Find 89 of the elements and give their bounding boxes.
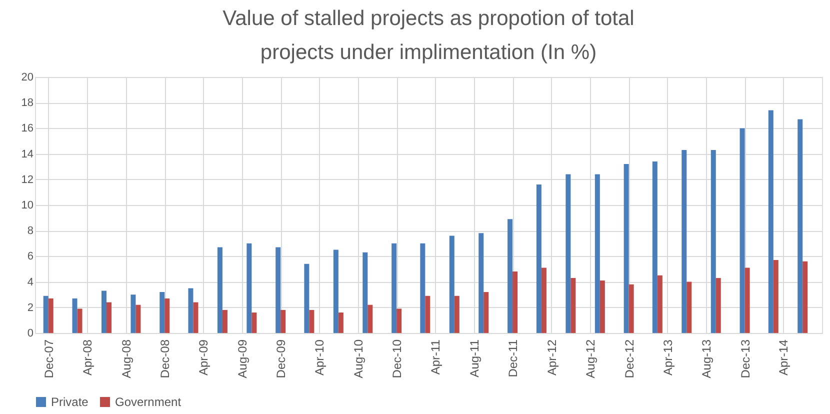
bar xyxy=(652,161,658,333)
bar xyxy=(193,302,198,333)
y-tick-label: 0 xyxy=(27,328,34,340)
bar xyxy=(798,119,803,333)
bar xyxy=(164,298,170,333)
bar xyxy=(420,243,426,333)
bar xyxy=(566,174,571,333)
x-tick-label: Aug-11 xyxy=(467,339,482,378)
x-tick-label: Dec-10 xyxy=(390,339,404,378)
x-tick-label: Dec-12 xyxy=(622,339,636,378)
bar xyxy=(392,243,397,333)
x-tick-label: Apr-08 xyxy=(80,339,95,376)
bar xyxy=(600,280,605,333)
bar xyxy=(368,304,373,333)
text: Value of stalled projects as propotion of total xyxy=(222,7,634,30)
bar xyxy=(252,312,257,333)
x-tick-label: Apr-12 xyxy=(544,339,559,376)
y-tick-label: 16 xyxy=(21,122,34,135)
y-tick-label: 18 xyxy=(21,97,34,110)
bar xyxy=(217,247,222,333)
x-tick-label: Aug-12 xyxy=(584,339,598,378)
bar xyxy=(570,278,576,333)
bar xyxy=(333,250,338,333)
bar xyxy=(624,164,629,333)
bar xyxy=(740,128,745,333)
x-tick-label: Aug-08 xyxy=(119,339,134,378)
bar xyxy=(160,292,165,333)
bar xyxy=(594,174,600,333)
bar xyxy=(309,310,314,333)
bar xyxy=(48,298,54,333)
x-tick-label: Apr-09 xyxy=(196,339,211,376)
bar xyxy=(768,110,774,333)
bar xyxy=(484,292,489,333)
x-tick-label: Dec-13 xyxy=(738,339,752,378)
x-tick-label: Apr-14 xyxy=(776,339,791,376)
x-tick-label: Apr-10 xyxy=(312,339,327,376)
bar xyxy=(130,294,136,333)
legend-label: Private xyxy=(51,395,89,409)
x-tick-label: Aug-10 xyxy=(351,339,366,378)
bar xyxy=(338,312,344,333)
x-tick-label: Dec-07 xyxy=(42,339,56,378)
bar xyxy=(454,296,460,333)
bar xyxy=(222,310,228,333)
bar xyxy=(362,252,368,333)
legend-label: Government xyxy=(115,395,182,409)
y-tick-label: 2 xyxy=(27,302,34,314)
bar xyxy=(43,296,48,333)
x-tick-label: Dec-08 xyxy=(158,339,172,378)
bar xyxy=(716,278,721,333)
y-tick-label: 10 xyxy=(21,200,34,212)
x-tick-label: Apr-11 xyxy=(428,339,443,375)
bar xyxy=(478,233,484,333)
x-tick-label: Dec-11 xyxy=(506,339,520,378)
y-tick-label: 6 xyxy=(27,250,34,263)
x-tick-label: Dec-09 xyxy=(274,339,288,378)
bar xyxy=(425,296,430,333)
bar xyxy=(536,184,542,333)
bar xyxy=(802,261,808,333)
bar xyxy=(508,219,513,333)
bar xyxy=(744,268,750,333)
bar xyxy=(188,288,194,333)
text: projects under implimentation (In %) xyxy=(260,41,597,64)
bar xyxy=(304,264,310,333)
bar xyxy=(773,260,778,333)
x-tick-label: Aug-13 xyxy=(700,339,714,378)
bar xyxy=(541,268,546,333)
x-tick-label: Apr-13 xyxy=(660,339,675,376)
bar xyxy=(686,282,692,333)
bar xyxy=(276,247,281,333)
bar xyxy=(246,243,252,333)
y-tick-label: 12 xyxy=(21,174,34,186)
bar xyxy=(657,275,662,333)
bar xyxy=(512,272,518,333)
y-tick-label: 8 xyxy=(27,225,34,238)
y-tick-label: 14 xyxy=(21,148,34,160)
bar xyxy=(682,150,687,333)
bar xyxy=(396,308,402,333)
bar xyxy=(710,150,716,333)
x-tick-label: Aug-09 xyxy=(235,339,250,378)
bar xyxy=(136,304,141,333)
bar xyxy=(77,308,82,333)
y-tick-label: 4 xyxy=(27,276,34,288)
bar xyxy=(106,302,112,333)
bar xyxy=(280,310,286,333)
y-tick-label: 20 xyxy=(21,72,34,84)
bar xyxy=(628,284,634,333)
bar xyxy=(101,290,106,333)
bar xyxy=(449,236,454,333)
bar xyxy=(72,298,78,333)
